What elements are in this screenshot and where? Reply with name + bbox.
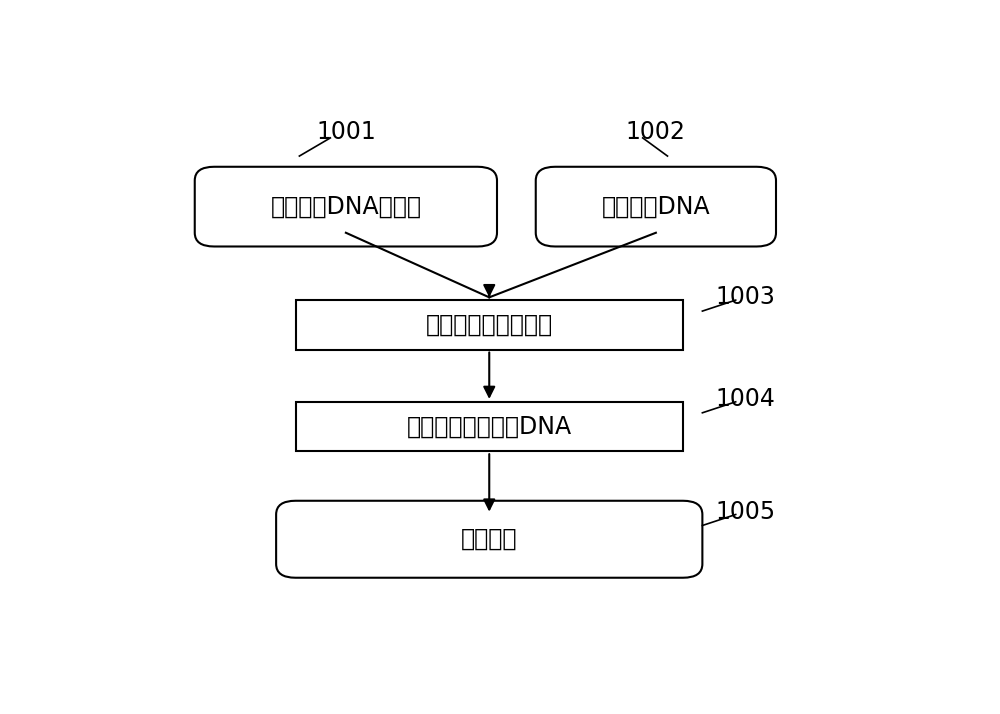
Bar xyxy=(296,402,683,451)
Text: 设计干扰DNA: 设计干扰DNA xyxy=(602,195,710,218)
FancyBboxPatch shape xyxy=(276,501,702,578)
Text: 设计特定DNA及引物: 设计特定DNA及引物 xyxy=(270,195,421,218)
Text: 1003: 1003 xyxy=(715,286,775,309)
Text: 添加到载体或包装中: 添加到载体或包装中 xyxy=(426,313,553,337)
Text: 1004: 1004 xyxy=(715,387,775,411)
Bar xyxy=(296,300,683,350)
Text: 1001: 1001 xyxy=(316,121,376,144)
Text: 1002: 1002 xyxy=(626,121,686,144)
Text: 比对溯源: 比对溯源 xyxy=(461,527,518,551)
Text: 1005: 1005 xyxy=(715,500,775,524)
FancyBboxPatch shape xyxy=(536,167,776,246)
FancyBboxPatch shape xyxy=(195,167,497,246)
Text: 采样分离扩增测序DNA: 采样分离扩增测序DNA xyxy=(407,415,572,438)
